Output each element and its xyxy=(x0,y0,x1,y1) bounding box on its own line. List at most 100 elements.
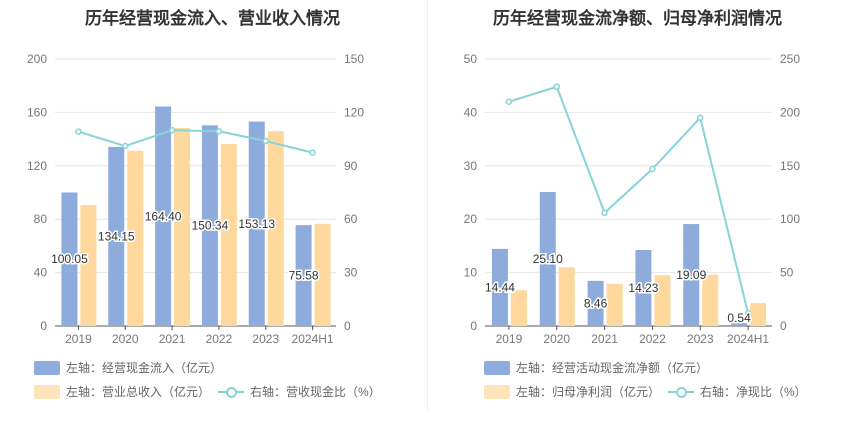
bar-1-s1 xyxy=(683,224,700,326)
bar-1-s2 xyxy=(606,283,623,326)
x-tick-label: 2024H1 xyxy=(292,332,334,346)
x-tick-label: 2019 xyxy=(496,332,523,346)
line-point xyxy=(215,128,223,135)
y-tick-left: 200 xyxy=(27,52,47,66)
legend-item[interactable]: 左轴：营业总收入（亿元） xyxy=(34,383,210,400)
x-tick-label: 2022 xyxy=(639,332,666,346)
legend-item[interactable]: 右轴：营收现金比（%） xyxy=(218,383,381,400)
legend-label: 右轴：净现比（%） xyxy=(700,385,807,399)
bar-1-s1 xyxy=(635,250,652,326)
data-label: 8.46 xyxy=(584,296,608,310)
legend-swatch xyxy=(34,360,60,375)
bar-1-s1 xyxy=(731,323,748,326)
line-point xyxy=(553,83,560,91)
data-label: 14.23 xyxy=(628,281,658,295)
data-label: 100.05 xyxy=(51,252,88,266)
x-tick-label: 2023 xyxy=(252,332,279,346)
data-label: 134.15 xyxy=(98,229,135,243)
x-tick-label: 2020 xyxy=(112,332,139,346)
legend-item[interactable]: 左轴：经营现金流入（亿元） xyxy=(34,359,222,376)
bar-0-s2 xyxy=(80,205,97,326)
line-point xyxy=(75,128,82,135)
y-tick-left: 0 xyxy=(40,319,47,333)
y-tick-left: 80 xyxy=(34,212,48,226)
bar-0-s2 xyxy=(267,131,284,326)
line-point xyxy=(309,149,316,156)
bar-0-s1 xyxy=(61,192,78,326)
legend-label: 右轴：营收现金比（%） xyxy=(250,385,381,399)
data-label: 19.09 xyxy=(676,268,706,282)
bar-1-s1 xyxy=(587,280,604,326)
y-tick-left: 0 xyxy=(470,319,477,333)
legend-swatch xyxy=(484,384,510,399)
legend-label: 左轴：经营现金流入（亿元） xyxy=(66,361,223,375)
line-point xyxy=(697,114,704,121)
x-tick-label: 2019 xyxy=(65,332,92,346)
bar-1-s1 xyxy=(491,248,508,326)
line-point xyxy=(262,137,269,145)
data-label: 153.13 xyxy=(238,217,275,231)
bar-0-s1 xyxy=(201,125,218,326)
bar-0-s2 xyxy=(174,128,191,326)
bar-0-s1 xyxy=(108,146,125,326)
data-label: 75.58 xyxy=(289,269,319,283)
chart-title-right: 历年经营现金流净额、归母净利润情况 xyxy=(493,9,782,28)
x-tick-label: 2023 xyxy=(687,332,714,346)
bar-0-s1 xyxy=(295,225,312,326)
y-tick-left: 160 xyxy=(27,105,47,119)
bar-1-s2 xyxy=(750,303,767,326)
y-tick-right: 100 xyxy=(780,212,800,226)
y-tick-right: 150 xyxy=(344,52,364,66)
legend-swatch xyxy=(34,384,60,399)
bar-1-s2 xyxy=(510,290,527,326)
line-series xyxy=(508,85,750,314)
legend-label: 左轴：营业总收入（亿元） xyxy=(66,385,211,399)
x-tick-label: 2021 xyxy=(591,332,618,346)
legend-label: 左轴：归母净利润（亿元） xyxy=(516,385,661,399)
bar-1-s1 xyxy=(539,191,556,326)
y-tick-left: 40 xyxy=(34,266,48,280)
y-tick-left: 20 xyxy=(464,212,478,226)
bar-0-s1 xyxy=(155,106,172,326)
line-point xyxy=(744,309,752,317)
y-tick-left: 50 xyxy=(464,52,478,66)
x-tick-label: 2020 xyxy=(543,332,570,346)
legend-item[interactable]: 左轴：经营活动现金流净额（亿元） xyxy=(484,359,708,376)
y-tick-right: 0 xyxy=(780,319,787,333)
line-series xyxy=(78,129,313,154)
legend-item[interactable]: 左轴：归母净利润（亿元） xyxy=(484,383,660,400)
bar-1-s2 xyxy=(702,274,719,326)
legend-line-icon xyxy=(668,385,694,399)
y-tick-right: 50 xyxy=(780,266,794,280)
data-label: 150.34 xyxy=(192,219,229,233)
x-tick-label: 2024H1 xyxy=(727,332,769,346)
data-label: 14.44 xyxy=(485,280,515,294)
y-tick-right: 200 xyxy=(780,105,800,119)
y-tick-right: 150 xyxy=(780,159,800,173)
line-point xyxy=(122,142,129,150)
bar-0-s2 xyxy=(127,150,144,326)
legend-line-icon xyxy=(218,385,244,399)
chart-title-left: 历年经营现金流入、营业收入情况 xyxy=(85,9,340,28)
y-tick-right: 0 xyxy=(344,319,351,333)
y-tick-right: 120 xyxy=(344,105,364,119)
y-tick-left: 120 xyxy=(27,159,47,173)
bar-0-s2 xyxy=(220,144,237,326)
legend-swatch xyxy=(484,360,510,375)
bar-1-s2 xyxy=(654,275,671,326)
y-tick-right: 30 xyxy=(344,266,358,280)
y-tick-right: 90 xyxy=(344,159,358,173)
legend-item[interactable]: 右轴：净现比（%） xyxy=(668,383,807,400)
bar-0-s1 xyxy=(248,121,265,327)
data-label: 25.10 xyxy=(533,252,563,266)
line-point xyxy=(505,98,513,105)
bar-0-s2 xyxy=(314,223,331,326)
y-tick-left: 10 xyxy=(464,266,478,280)
x-tick-label: 2021 xyxy=(159,332,186,346)
y-tick-left: 40 xyxy=(464,105,478,119)
data-label: 0.54 xyxy=(727,311,751,325)
line-point xyxy=(601,209,608,217)
x-tick-label: 2022 xyxy=(206,332,233,346)
